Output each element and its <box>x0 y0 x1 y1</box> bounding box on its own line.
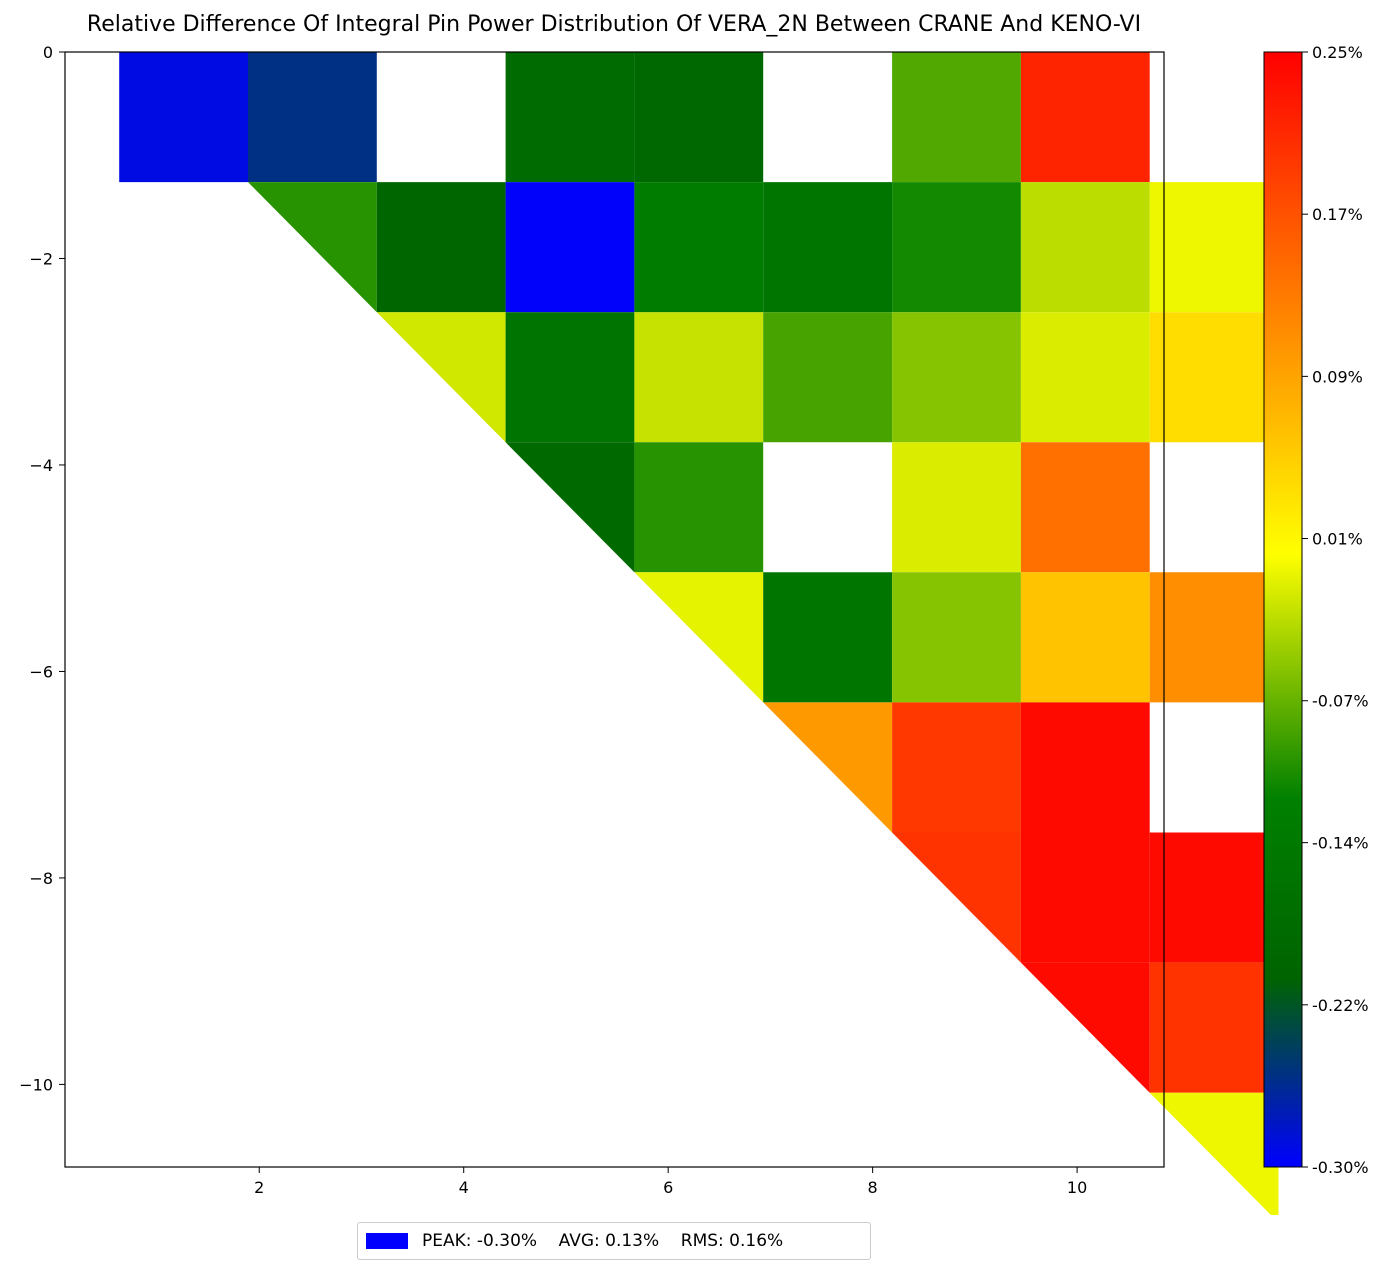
heatmap-cell <box>1149 832 1279 963</box>
heatmap-cell <box>1020 442 1150 573</box>
chart-title: Relative Difference Of Integral Pin Powe… <box>86 12 1142 37</box>
x-tick-label: 2 <box>254 1178 264 1197</box>
colorbar-tick-label: -0.22% <box>1312 996 1369 1015</box>
heatmap-cell <box>1149 1092 1279 1215</box>
heatmap-cell <box>892 312 1021 443</box>
axis-ticks: 2 4 6 8 10 0 −2 −4 −6 −8 −10 <box>19 43 1087 1197</box>
heatmap-cell <box>376 182 506 313</box>
heatmap-cells <box>119 52 1279 1215</box>
heatmap-cell <box>634 572 764 703</box>
y-tick-label: −10 <box>19 1075 53 1094</box>
x-tick-label: 10 <box>1067 1178 1087 1197</box>
heatmap-cell <box>892 572 1021 703</box>
colorbar-tick-label: -0.30% <box>1312 1158 1369 1177</box>
heatmap-cell <box>892 52 1021 183</box>
y-tick-label: −4 <box>29 456 53 475</box>
legend-swatch <box>366 1233 408 1249</box>
heatmap-cell <box>1020 312 1150 443</box>
heatmap-cell <box>505 52 635 183</box>
y-tick-label: −2 <box>29 249 53 268</box>
heatmap-cell <box>634 182 764 313</box>
colorbar-tick-label: 0.01% <box>1312 530 1363 549</box>
heatmap-cell <box>1149 962 1279 1093</box>
heatmap-cell <box>892 832 1021 963</box>
heatmap-cell <box>634 52 764 183</box>
heatmap-cell <box>1149 182 1279 313</box>
colorbar-tick-label: 0.17% <box>1312 205 1363 224</box>
heatmap-cell <box>892 182 1021 313</box>
heatmap-cell <box>763 182 893 313</box>
heatmap-cell <box>763 572 893 703</box>
y-tick-label: −6 <box>29 662 53 681</box>
heatmap-plot: 2 4 6 8 10 0 −2 −4 −6 −8 −10 0.25% 0.17% 0.09% 0.01% -… <box>19 43 1369 1215</box>
heatmap-cell <box>505 442 635 573</box>
x-tick-label: 8 <box>868 1178 878 1197</box>
legend: PEAK: -0.30% AVG: 0.13% RMS: 0.16% <box>357 1222 871 1260</box>
colorbar-tick-label: -0.14% <box>1312 834 1369 853</box>
heatmap-cell <box>1020 962 1150 1093</box>
heatmap-cell <box>1020 702 1150 833</box>
heatmap-cell <box>892 702 1021 833</box>
heatmap-cell <box>763 702 893 833</box>
heatmap-cell <box>505 182 635 313</box>
heatmap-cell <box>634 442 764 573</box>
y-tick-label: 0 <box>43 43 53 62</box>
heatmap-cell <box>1149 312 1279 443</box>
colorbar-tick-label: 0.25% <box>1312 43 1363 62</box>
x-tick-label: 4 <box>459 1178 469 1197</box>
heatmap-cell <box>892 442 1021 573</box>
colorbar-ticks: 0.25% 0.17% 0.09% 0.01% -0.07% -0.14% -0.22% -0… <box>1302 43 1369 1177</box>
heatmap-cell <box>376 312 506 443</box>
heatmap-cell <box>1020 52 1150 183</box>
heatmap-cell <box>248 52 377 183</box>
y-tick-label: −8 <box>29 869 53 888</box>
x-tick-label: 6 <box>663 1178 673 1197</box>
heatmap-cell <box>1149 572 1279 703</box>
heatmap-cell <box>119 52 248 183</box>
legend-text: PEAK: -0.30% AVG: 0.13% RMS: 0.16% <box>422 1231 784 1251</box>
heatmap-cell <box>1020 572 1150 703</box>
heatmap-cell <box>763 312 893 443</box>
colorbar-tick-label: -0.07% <box>1312 692 1369 711</box>
heatmap-cell <box>634 312 764 443</box>
plot-frame <box>64 51 1165 1168</box>
heatmap-cell <box>1020 832 1150 963</box>
heatmap-cell <box>505 312 635 443</box>
heatmap-cell <box>1020 182 1150 313</box>
colorbar-tick-label: 0.09% <box>1312 367 1363 386</box>
heatmap-cell <box>248 182 377 313</box>
colorbar <box>1263 51 1303 1168</box>
